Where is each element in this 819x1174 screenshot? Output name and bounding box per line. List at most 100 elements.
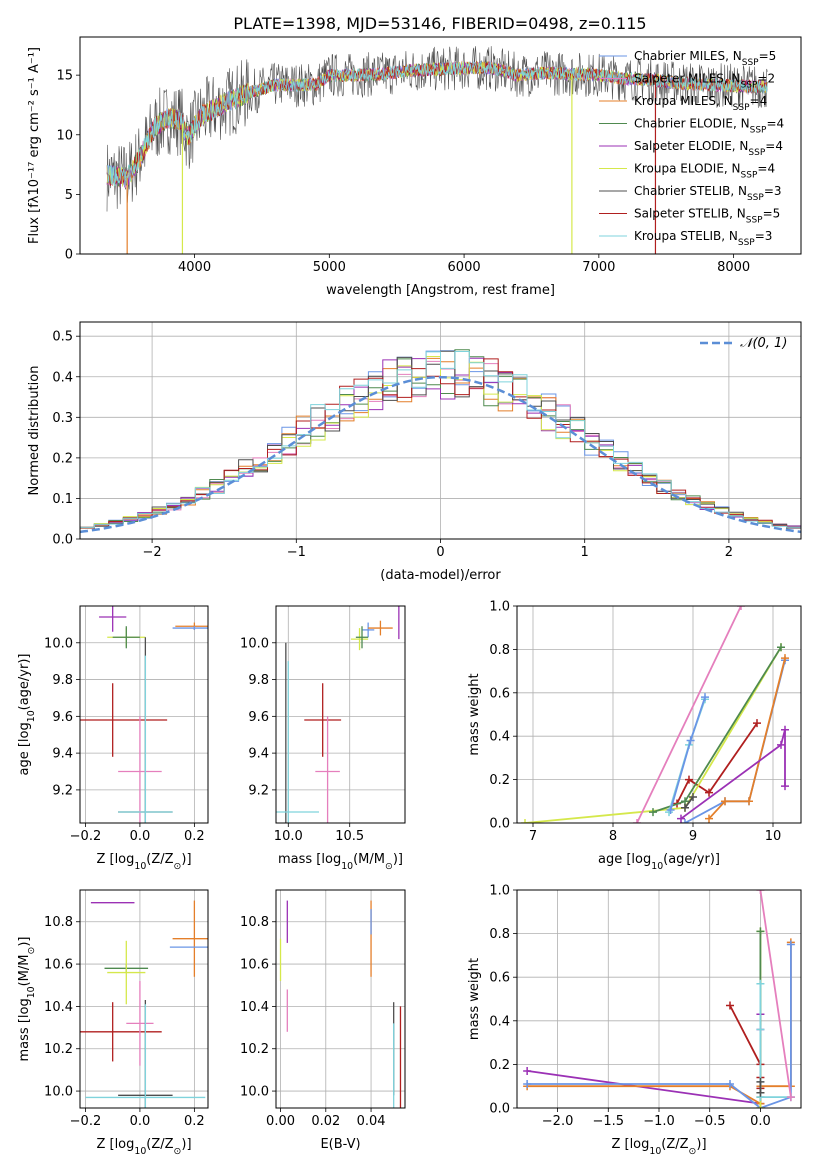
x-axis-label-part: Z [log: [96, 852, 134, 867]
legend-label-part: Chabrier MILES, N: [634, 49, 742, 63]
weight-marker: [756, 927, 765, 936]
x-axis-label-part: mass [log: [278, 852, 341, 867]
legend-label: Chabrier ELODIE, NSSP=4: [634, 117, 784, 136]
y-tick-label: 0.8: [489, 643, 510, 658]
weight-line: [680, 729, 786, 820]
weight-marker: [705, 788, 713, 797]
axes-frame: [79, 36, 802, 255]
legend-label-part: Kroupa STELIB, N: [634, 229, 738, 243]
errorbar-point: [85, 1004, 206, 1108]
weight-marker: [689, 792, 697, 801]
x-axis-label-part: )]: [181, 852, 191, 867]
legend-label: 𝒩(0, 1): [740, 336, 787, 351]
y-tick-label: 0.2: [489, 1058, 510, 1073]
weight-line: [636, 606, 742, 823]
x-axis-label-part: )]: [393, 852, 403, 867]
legend-label-part: Chabrier ELODIE, N: [634, 117, 750, 131]
legend-label-part: SSP: [746, 216, 763, 226]
mass-vs-metallicity-panel: −0.2 0.0 0.210.010.210.410.610.8Z [log10(Z…: [17, 889, 209, 1157]
y-tick-label: 10.4: [44, 1000, 73, 1015]
legend-label-part: =5: [759, 49, 777, 63]
plot-area: [106, 46, 768, 254]
x-axis-label-part: Z [log: [96, 1137, 134, 1152]
weight-marker: [633, 819, 641, 823]
x-axis-label-part: 10: [649, 1146, 661, 1157]
errorbar-point: [107, 940, 146, 1005]
y-tick-label: 9.6: [52, 710, 73, 725]
y-tick-label: 10.2: [44, 1042, 73, 1057]
y-tick-label: 15: [56, 69, 73, 84]
x-tick-label: 0.2: [184, 829, 205, 844]
weight-line: [684, 796, 694, 809]
weight-marker: [523, 1080, 532, 1089]
x-tick-label: 10.0: [274, 829, 303, 844]
y-tick-label: 0.2: [52, 451, 73, 466]
legend-label-part: Kroupa ELODIE, N: [634, 162, 741, 176]
y-axis-label: age [log10(age/yr)]: [17, 654, 37, 776]
x-axis-label-part: 10: [134, 861, 146, 872]
y-axis-label: Flux [fλ10⁻¹⁷ erg cm⁻² s⁻¹ A⁻¹]: [27, 47, 42, 244]
y-tick-label: 10.0: [44, 1085, 73, 1100]
x-axis-label-part: 10: [651, 861, 663, 872]
errorbar-point: [99, 606, 127, 632]
plot-area: [276, 606, 405, 823]
legend-label-part: =2: [757, 72, 775, 86]
x-tick-label: −2: [143, 545, 162, 560]
x-tick-label: 8000: [717, 260, 750, 275]
weight-marker: [737, 606, 745, 610]
y-tick-label: 9.2: [248, 783, 269, 798]
plot-area: [80, 606, 208, 823]
y-tick-label: 0.6: [489, 971, 510, 986]
y-tick-label: 1.0: [489, 884, 510, 899]
x-axis-label-part: ⊙: [174, 861, 182, 872]
y-tick-label: 10.0: [240, 1085, 269, 1100]
errorbar-point: [80, 683, 168, 757]
axes-frame: [516, 605, 802, 824]
weight-marker: [781, 782, 789, 791]
x-axis-label-part: Z [log: [611, 1137, 649, 1152]
age-vs-metallicity-panel: −0.2 0.0 0.29.29.49.69.810.0Z [log10(Z/Z⊙)…: [17, 605, 209, 872]
legend-label-part: Salpeter MILES, N: [634, 72, 741, 86]
x-tick-label: −0.2: [70, 829, 102, 844]
residual-histogram-panel: 𝒩(0, 1) −2 −1 0 1 2 0.0 0.1 0.2 0.3 0.4 0.5 (data-mo…: [27, 321, 802, 583]
weight-marker: [649, 808, 657, 817]
legend-label: Salpeter MILES, NSSP=2: [634, 72, 775, 91]
x-axis-label-part: (age/yr)]: [663, 852, 720, 867]
plot-area: [276, 890, 405, 1108]
axes-frame: [275, 889, 406, 1109]
page-title: PLATE=1398, MJD=53146, FIBERID=0498, z=0…: [233, 14, 646, 33]
x-tick-label: −0.2: [70, 1114, 102, 1129]
y-axis-label-part: 10: [26, 986, 37, 998]
y-axis-label-part: (age/yr)]: [17, 654, 32, 711]
y-tick-label: 9.4: [248, 747, 269, 762]
x-axis-label-part: (Z/Z: [146, 1137, 173, 1152]
legend-label: Salpeter ELODIE, NSSP=4: [634, 139, 783, 158]
x-axis-label-part: ⊙: [385, 861, 393, 872]
y-tick-label: 0.3: [52, 411, 73, 426]
errorbar-point: [355, 626, 369, 649]
y-tick-label: 9.2: [52, 783, 73, 798]
x-axis-label: Z [log10(Z/Z⊙)]: [96, 852, 191, 872]
weight-marker: [777, 643, 785, 652]
y-tick-label: 0.0: [489, 1102, 510, 1117]
x-tick-label: −2.0: [542, 1114, 574, 1129]
errorbar-point: [112, 626, 140, 649]
weight-marker: [756, 890, 765, 894]
y-tick-label: 0.2: [489, 773, 510, 788]
y-tick-label: 0.5: [52, 330, 73, 345]
mass-weight-vs-metallicity-panel: −2.0 −1.5 −1.0 −0.5 0.0 0.0 0.2 0.4 0.6 0.8 1.0 Z […: [467, 884, 802, 1157]
x-tick-label: 6000: [448, 260, 481, 275]
x-tick-label: 0.00: [266, 1114, 295, 1129]
y-axis-label-part: age [log: [17, 722, 32, 775]
weight-marker: [686, 736, 695, 745]
x-axis-label-part: )]: [696, 1137, 706, 1152]
errorbar-point: [126, 981, 154, 1066]
legend-label-part: SSP: [748, 148, 765, 158]
weight-marker: [756, 1104, 765, 1108]
x-axis-label: E(B-V): [320, 1137, 360, 1152]
weight-marker: [685, 775, 693, 784]
x-axis-label-part: (Z/Z: [146, 852, 173, 867]
x-tick-label: 0.0: [750, 1114, 771, 1129]
x-tick-label: 0.2: [184, 1114, 205, 1129]
